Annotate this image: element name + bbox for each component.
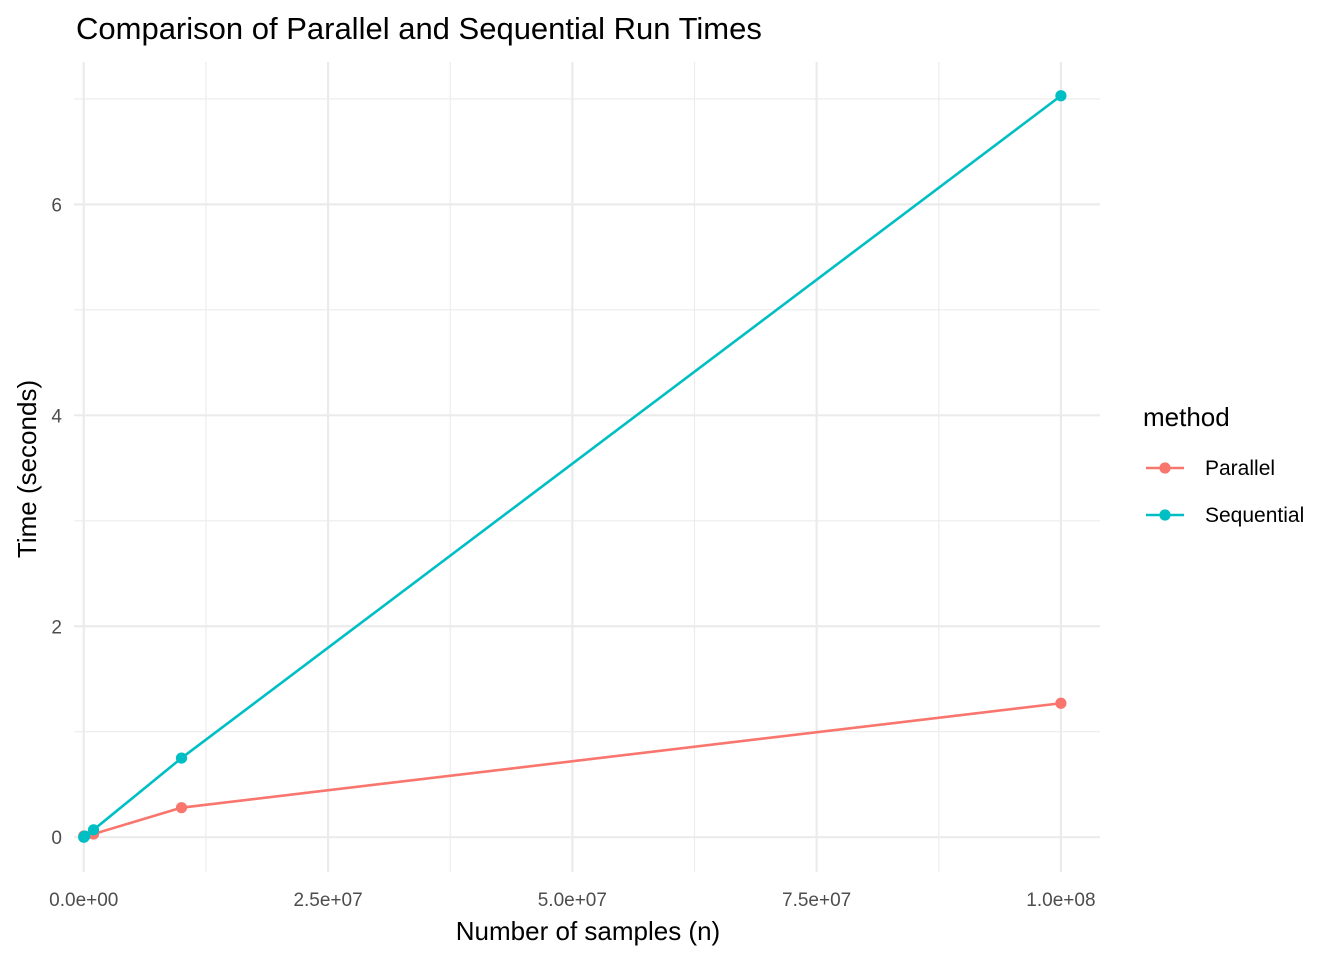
x-tick-label: 1.0e+08 xyxy=(1026,890,1095,911)
legend-label: Sequential xyxy=(1205,504,1304,527)
grid xyxy=(74,62,1100,872)
x-tick-label: 0.0e+00 xyxy=(49,890,118,911)
data-point-parallel xyxy=(175,802,188,814)
legend-key-point xyxy=(1159,462,1171,474)
chart-title: Comparison of Parallel and Sequential Ru… xyxy=(76,11,762,46)
y-axis-ticks: 0 2 4 6 xyxy=(51,195,62,849)
legend: method Parallel Sequential xyxy=(1143,402,1304,527)
data-point-sequential xyxy=(87,824,100,836)
x-tick-label: 7.5e+07 xyxy=(782,890,851,911)
legend-item-parallel: Parallel xyxy=(1146,457,1275,480)
y-tick-label: 2 xyxy=(51,617,62,638)
legend-item-sequential: Sequential xyxy=(1146,504,1304,527)
data-point-sequential xyxy=(175,752,188,764)
data-point-sequential xyxy=(79,830,91,842)
y-axis-title: Time (seconds) xyxy=(12,380,42,558)
x-tick-label: 2.5e+07 xyxy=(293,890,362,911)
legend-label: Parallel xyxy=(1205,457,1275,480)
y-tick-label: 6 xyxy=(51,195,62,216)
x-tick-label: 5.0e+07 xyxy=(538,890,607,911)
data-point-sequential xyxy=(1055,90,1067,102)
x-axis-ticks: 0.0e+00 2.5e+07 5.0e+07 7.5e+07 1.0e+08 xyxy=(49,890,1095,911)
x-axis-title: Number of samples (n) xyxy=(456,916,720,946)
y-tick-label: 4 xyxy=(51,406,62,427)
legend-title: method xyxy=(1143,402,1230,432)
series-layer xyxy=(78,90,1067,843)
data-point-parallel xyxy=(1055,697,1067,709)
legend-key-point xyxy=(1159,509,1171,521)
y-tick-label: 0 xyxy=(51,828,62,849)
